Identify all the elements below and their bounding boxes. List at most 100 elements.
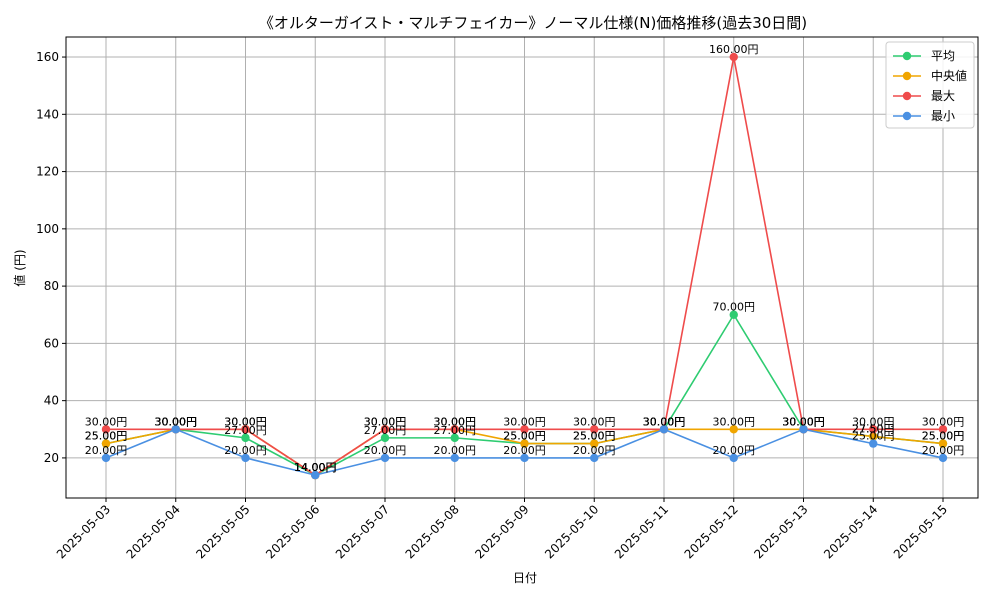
data-point (590, 425, 599, 434)
data-label: 30.00円 (643, 415, 686, 428)
x-axis-title: 日付 (513, 571, 537, 585)
data-point (520, 425, 529, 434)
legend-label: 最小 (931, 109, 955, 123)
data-label: 20.00円 (434, 444, 477, 457)
x-axis: 2025-05-03 2025-05-04 2025-05-05 2025-05-06… (54, 498, 950, 561)
data-label: 30.00円 (155, 415, 198, 428)
data-label: 14.00円 (294, 461, 337, 474)
y-tick-label: 120 (36, 165, 59, 179)
data-label: 25.00円 (85, 430, 128, 443)
legend-marker (902, 91, 912, 101)
data-label: 27.50円 (852, 422, 895, 435)
y-tick-label: 20 (44, 451, 59, 465)
data-point (311, 470, 320, 480)
data-label: 30.00円 (713, 415, 756, 428)
data-point (380, 425, 390, 434)
x-tick-label: 2025-05-15 (891, 502, 950, 561)
data-label: 27.50円 (852, 422, 895, 435)
data-label: 27.00円 (224, 424, 267, 437)
data-point (729, 425, 738, 434)
x-tick-label: 2025-05-07 (333, 502, 392, 561)
data-point (241, 425, 250, 434)
data-label: 30.00円 (224, 415, 267, 428)
x-tick-label: 2025-05-05 (193, 502, 252, 561)
y-axis: 20 40 60 80 100 120 140 160 (36, 50, 66, 465)
data-label: 25.00円 (573, 430, 616, 443)
data-label: 14.00円 (294, 461, 337, 474)
y-axis-title: 値 (円) (12, 249, 27, 286)
data-label: 70.00円 (713, 301, 756, 314)
data-point (938, 439, 948, 448)
data-label: 30.00円 (155, 415, 198, 428)
data-label: 27.00円 (434, 424, 477, 437)
data-label: 20.00円 (224, 444, 267, 457)
x-tick-label: 2025-05-10 (542, 502, 601, 561)
y-tick-label: 140 (36, 107, 59, 121)
x-tick-label: 2025-05-11 (612, 502, 671, 561)
data-label: 30.00円 (155, 415, 198, 428)
x-tick-label: 2025-05-08 (403, 502, 462, 561)
data-label: 20.00円 (713, 444, 756, 457)
data-point (241, 433, 250, 443)
data-label: 27.00円 (364, 424, 407, 437)
x-tick-label: 2025-05-13 (751, 502, 810, 561)
x-tick-label: 2025-05-12 (682, 502, 741, 561)
data-label: 30.00円 (364, 415, 407, 428)
data-label: 30.00円 (643, 415, 686, 428)
data-label: 14.00円 (294, 461, 337, 474)
data-label: 30.00円 (85, 415, 128, 428)
data-label: 160.00円 (709, 43, 759, 56)
legend-marker (902, 51, 912, 61)
data-label: 30.00円 (782, 415, 825, 428)
data-label: 20.00円 (364, 444, 407, 457)
data-point (450, 425, 459, 434)
data-point (938, 453, 948, 463)
x-tick-label: 2025-05-14 (821, 502, 880, 561)
x-tick-label: 2025-05-09 (472, 502, 531, 561)
data-label: 30.00円 (922, 415, 965, 428)
plot-area (65, 36, 979, 499)
data-label: 20.00円 (85, 444, 128, 457)
data-point (659, 425, 669, 434)
data-point (869, 432, 878, 441)
data-label: 30.00円 (643, 415, 686, 428)
data-label: 25.00円 (922, 430, 965, 443)
data-point (729, 453, 738, 463)
x-tick-label: 2025-05-04 (124, 502, 183, 561)
data-label: 25.00円 (503, 430, 546, 443)
data-label: 30.00円 (155, 415, 198, 428)
data-point (171, 425, 180, 434)
data-point (590, 439, 599, 448)
y-tick-label: 160 (36, 50, 59, 64)
data-label: 25.00円 (922, 430, 965, 443)
chart-title: 《オルターガイスト・マルチフェイカー》ノーマル仕様(N)価格推移(過去30日間) (259, 14, 807, 32)
series-最小 (101, 425, 948, 480)
data-point (101, 439, 111, 448)
data-point (380, 453, 390, 463)
data-point (450, 453, 459, 463)
x-tick-label: 2025-05-03 (54, 502, 113, 561)
legend-label: 中央値 (931, 68, 967, 83)
data-label: 30.00円 (364, 415, 407, 428)
data-point (590, 453, 599, 463)
data-label: 30.00円 (782, 415, 825, 428)
legend-label: 平均 (931, 49, 955, 63)
data-label: 20.00円 (573, 444, 616, 457)
data-label: 30.00円 (573, 415, 616, 428)
data-label: 25.00円 (852, 430, 895, 443)
legend-label: 最大 (931, 89, 955, 103)
y-tick-label: 80 (44, 279, 59, 293)
data-label: 30.00円 (782, 415, 825, 428)
data-label: 30.00円 (434, 415, 477, 428)
data-point (520, 453, 529, 463)
data-label: 14.00円 (294, 461, 337, 474)
data-point (380, 433, 390, 443)
series-layer (101, 52, 948, 480)
data-point (869, 439, 878, 448)
data-label: 25.00円 (503, 430, 546, 443)
y-tick-label: 100 (36, 222, 59, 236)
data-point (729, 52, 738, 62)
data-point (450, 433, 459, 443)
